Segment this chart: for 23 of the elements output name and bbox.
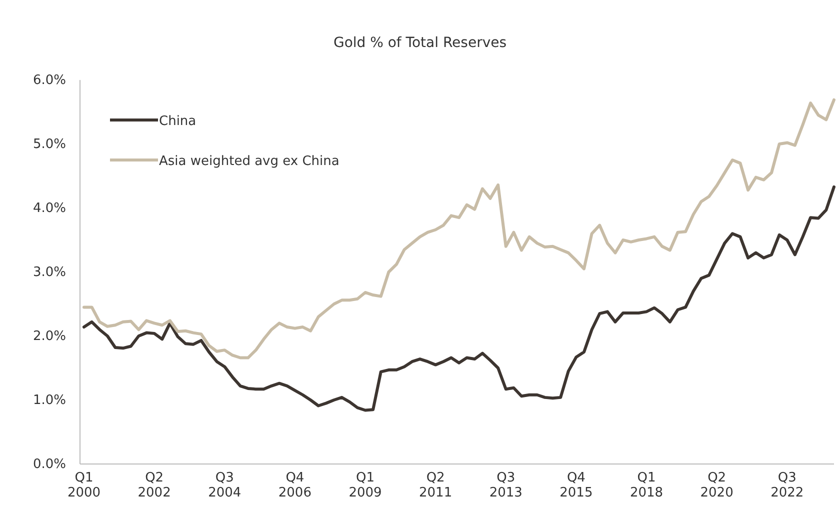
legend-label: China xyxy=(159,114,196,129)
y-tick-label: 6.0% xyxy=(32,73,66,88)
x-tick-label: Q4 2006 xyxy=(278,470,312,500)
x-tick-label: Q1 2009 xyxy=(348,470,382,500)
y-tick-label: 3.0% xyxy=(32,265,66,280)
y-tick-label: 0.0% xyxy=(32,457,66,472)
x-tick-label: Q3 2013 xyxy=(489,470,522,500)
x-tick-label: Q3 2004 xyxy=(208,470,242,500)
y-tick-label: 2.0% xyxy=(32,329,66,344)
x-tick-label: Q1 2000 xyxy=(67,470,101,500)
y-tick-label: 4.0% xyxy=(32,201,66,216)
x-tick-label: Q4 2015 xyxy=(560,470,593,500)
x-tick-label: Q1 2018 xyxy=(630,470,664,500)
x-tick-label: Q2 2002 xyxy=(138,470,171,500)
x-tick-label: Q3 2022 xyxy=(770,470,804,500)
line-series xyxy=(82,98,836,360)
x-tick-label: Q2 2011 xyxy=(419,470,452,500)
chart-title: Gold % of Total Reserves xyxy=(333,35,507,51)
legend-label: Asia weighted avg ex China xyxy=(159,154,340,169)
y-tick-label: 5.0% xyxy=(32,137,66,152)
x-tick-label: Q2 2020 xyxy=(700,470,734,500)
y-tick-label: 1.0% xyxy=(32,393,66,408)
line-series xyxy=(82,185,836,412)
